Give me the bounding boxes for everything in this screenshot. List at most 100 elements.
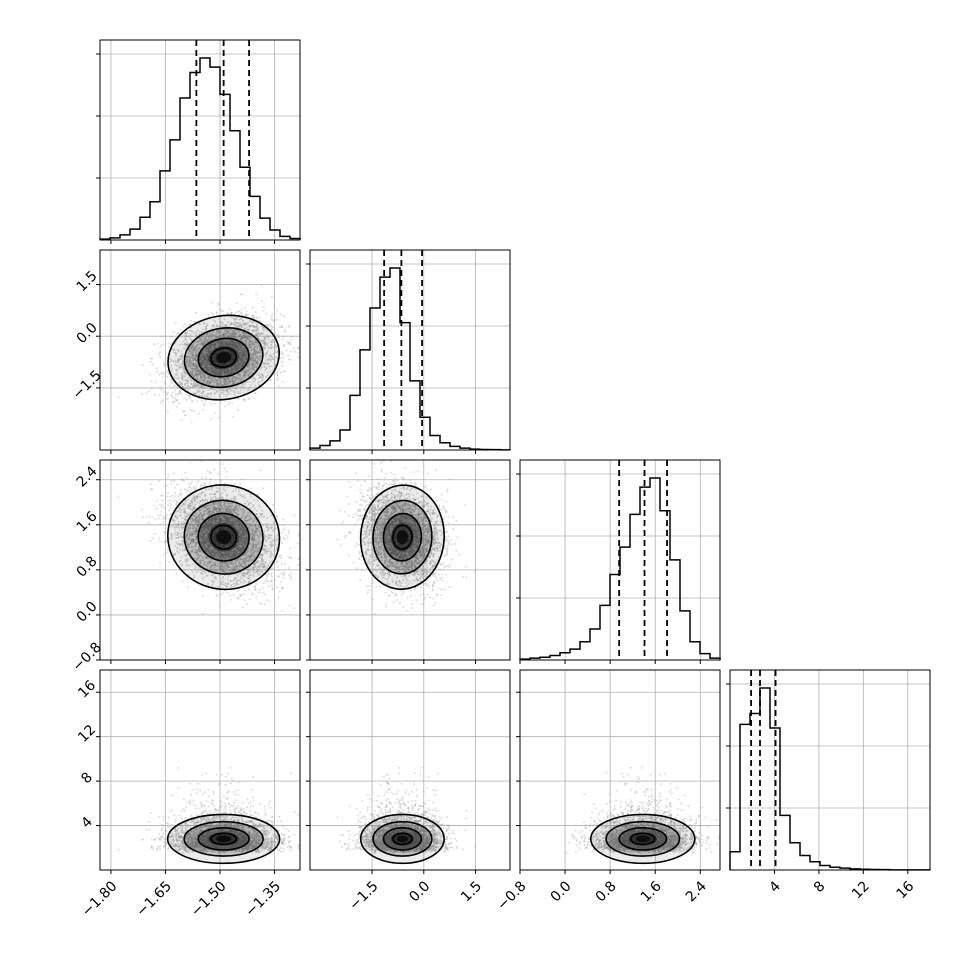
- scatter-point: [216, 367, 219, 370]
- scatter-point: [221, 343, 224, 346]
- scatter-point: [173, 377, 176, 380]
- scatter-point: [224, 370, 227, 373]
- scatter-point: [175, 332, 178, 335]
- scatter-point: [296, 352, 299, 355]
- scatter-point: [226, 350, 229, 352]
- scatter-point: [282, 344, 285, 347]
- scatter-point: [218, 325, 221, 328]
- scatter-point: [202, 359, 205, 362]
- scatter-point: [211, 313, 214, 316]
- scatter-point: [251, 315, 253, 318]
- scatter-point: [228, 343, 231, 346]
- scatter-point: [199, 371, 202, 374]
- scatter-point: [242, 352, 245, 354]
- scatter-point: [218, 345, 221, 348]
- scatter-point: [290, 339, 293, 342]
- scatter-point: [236, 325, 239, 328]
- scatter-point: [244, 362, 246, 365]
- scatter-point: [196, 374, 199, 377]
- scatter-point: [223, 335, 226, 338]
- scatter-point: [166, 375, 169, 378]
- scatter-point: [242, 331, 245, 334]
- scatter-point: [183, 414, 186, 416]
- scatter-point: [293, 346, 296, 349]
- scatter-point: [228, 329, 230, 332]
- scatter-point: [191, 386, 194, 389]
- scatter-point: [240, 351, 242, 354]
- y-tick-label: 0.0: [74, 320, 101, 347]
- scatter-point: [234, 321, 237, 324]
- scatter-point: [226, 311, 229, 314]
- scatter-point: [267, 325, 270, 328]
- scatter-point: [253, 325, 256, 328]
- scatter-point: [196, 400, 199, 403]
- scatter-point: [160, 494, 163, 497]
- scatter-point: [236, 376, 238, 379]
- scatter-point: [194, 365, 197, 368]
- scatter-point: [282, 529, 285, 532]
- scatter-point: [242, 355, 245, 358]
- scatter-point: [239, 357, 241, 360]
- scatter-point: [248, 329, 251, 332]
- scatter-point: [196, 367, 199, 370]
- scatter-point: [187, 376, 190, 379]
- scatter-point: [247, 397, 250, 400]
- scatter-point: [282, 381, 285, 383]
- scatter-point: [211, 367, 214, 370]
- scatter-point: [255, 329, 258, 332]
- scatter-point: [285, 534, 288, 537]
- scatter-point: [287, 341, 290, 344]
- scatter-point: [251, 306, 254, 309]
- panel-0-0: [96, 39, 301, 244]
- scatter-point: [188, 348, 191, 351]
- scatter-point: [214, 402, 217, 405]
- scatter-point: [192, 354, 195, 357]
- scatter-point: [175, 483, 178, 486]
- scatter-point: [216, 329, 219, 332]
- scatter-point: [187, 394, 190, 397]
- scatter-point: [165, 397, 168, 400]
- scatter-point: [234, 376, 237, 379]
- scatter-point: [161, 335, 164, 338]
- scatter-point: [198, 330, 201, 333]
- scatter-point: [220, 371, 223, 374]
- scatter-point: [164, 393, 167, 396]
- scatter-point: [209, 481, 212, 484]
- scatter-point: [158, 353, 160, 355]
- scatter-point: [157, 342, 160, 345]
- scatter-point: [157, 514, 160, 517]
- scatter-point: [213, 353, 216, 356]
- scatter-point: [166, 391, 169, 394]
- scatter-point: [192, 362, 194, 365]
- scatter-point: [236, 347, 239, 350]
- scatter-point: [162, 343, 165, 346]
- scatter-point: [164, 381, 167, 384]
- scatter-point: [289, 343, 292, 346]
- scatter-point: [281, 364, 284, 367]
- scatter-point: [150, 380, 153, 383]
- scatter-point: [288, 325, 291, 328]
- panel-1-1: [306, 249, 511, 454]
- scatter-point: [222, 331, 225, 334]
- scatter-point: [186, 380, 189, 382]
- scatter-point: [251, 352, 254, 355]
- scatter-point: [240, 337, 243, 340]
- scatter-point: [214, 353, 216, 356]
- scatter-point: [240, 349, 243, 352]
- scatter-point: [256, 342, 259, 344]
- scatter-point: [220, 331, 223, 334]
- scatter-point: [218, 373, 221, 376]
- scatter-point: [282, 518, 285, 521]
- scatter-point: [189, 350, 191, 353]
- scatter-point: [163, 553, 166, 556]
- scatter-point: [240, 378, 243, 381]
- scatter-point: [169, 342, 171, 345]
- scatter-point: [145, 392, 148, 395]
- scatter-point: [189, 397, 192, 400]
- scatter-point: [248, 324, 251, 327]
- scatter-point: [277, 384, 280, 387]
- scatter-point: [233, 380, 236, 383]
- scatter-point: [207, 350, 210, 353]
- scatter-point: [249, 352, 252, 355]
